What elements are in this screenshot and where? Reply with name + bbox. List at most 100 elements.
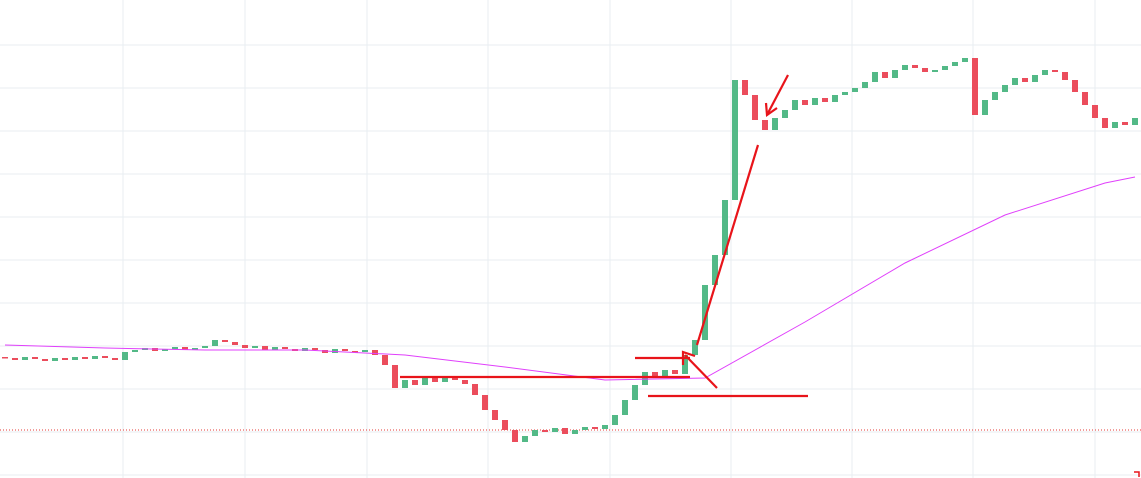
candle xyxy=(1072,80,1078,92)
candle xyxy=(582,427,588,430)
annotation-line xyxy=(695,144,760,346)
candle xyxy=(692,340,698,355)
candle xyxy=(682,355,688,374)
candle xyxy=(1092,105,1098,118)
candle xyxy=(1012,78,1018,85)
candle xyxy=(952,62,958,66)
candle xyxy=(492,410,498,420)
candle xyxy=(782,110,788,118)
candle xyxy=(812,98,818,105)
candle xyxy=(302,348,308,351)
candle xyxy=(612,415,618,425)
annotation-arrow xyxy=(684,354,718,389)
candle xyxy=(352,351,358,353)
candle xyxy=(102,356,108,358)
candle xyxy=(182,347,188,350)
candle xyxy=(902,65,908,70)
candle xyxy=(232,342,238,345)
candle xyxy=(552,428,558,432)
annotations xyxy=(400,74,1140,477)
candle xyxy=(392,365,398,388)
candle xyxy=(202,346,208,348)
candle xyxy=(442,376,448,382)
candle xyxy=(262,346,268,350)
candle xyxy=(642,372,648,385)
candle xyxy=(192,348,198,350)
candle xyxy=(462,380,468,384)
candle xyxy=(502,420,508,430)
arrow-head xyxy=(681,350,696,365)
candle xyxy=(1122,122,1128,125)
candle xyxy=(402,380,408,388)
candle xyxy=(162,349,168,351)
candle xyxy=(342,349,348,351)
candle xyxy=(872,72,878,82)
candle xyxy=(212,340,218,346)
candle xyxy=(1102,118,1108,128)
candle xyxy=(892,70,898,78)
candle xyxy=(112,358,118,360)
candle xyxy=(802,100,808,105)
candle xyxy=(1032,75,1038,82)
candle xyxy=(922,68,928,72)
corner-mark xyxy=(1134,471,1140,477)
candle xyxy=(282,347,288,349)
candle xyxy=(732,80,738,200)
candle xyxy=(472,384,478,395)
candle xyxy=(702,285,708,340)
candle xyxy=(372,350,378,355)
plot xyxy=(0,58,1141,442)
candle xyxy=(882,72,888,78)
candle xyxy=(572,430,578,434)
moving-average-line xyxy=(4,176,1136,381)
candle xyxy=(592,427,598,429)
candle xyxy=(1062,72,1068,80)
candle xyxy=(752,95,758,120)
arrow-head xyxy=(764,102,778,117)
candle xyxy=(52,358,58,361)
candle xyxy=(1,357,8,359)
candle xyxy=(632,385,638,400)
candle xyxy=(312,348,318,350)
candle xyxy=(652,372,658,376)
candle xyxy=(522,436,528,442)
candle xyxy=(252,346,258,348)
candle xyxy=(222,340,228,342)
candle xyxy=(1002,85,1008,92)
candle xyxy=(122,352,128,360)
candle xyxy=(172,347,178,349)
candle xyxy=(412,380,418,385)
candle xyxy=(942,66,948,70)
candle xyxy=(1132,118,1138,125)
candle xyxy=(242,345,248,348)
annotation-arrow xyxy=(767,74,789,114)
candle xyxy=(842,92,848,95)
candle xyxy=(62,358,68,360)
candle xyxy=(912,65,918,68)
candle xyxy=(982,100,988,115)
candle xyxy=(382,355,388,365)
candle xyxy=(432,378,438,382)
candle xyxy=(622,400,628,415)
candle xyxy=(992,92,998,100)
candle xyxy=(422,378,428,385)
candle xyxy=(722,200,728,255)
candle xyxy=(972,58,978,115)
candle xyxy=(1022,78,1028,82)
candle xyxy=(362,350,368,352)
candle xyxy=(772,118,778,130)
candle xyxy=(542,430,548,432)
candle xyxy=(962,58,968,62)
candle xyxy=(1112,122,1118,128)
candle xyxy=(662,370,668,376)
candle xyxy=(82,357,88,359)
candle xyxy=(92,356,98,359)
candle xyxy=(42,359,48,361)
candle xyxy=(792,100,798,110)
candle xyxy=(512,430,518,442)
candle xyxy=(272,347,278,350)
candle xyxy=(742,80,748,95)
candle xyxy=(822,98,828,102)
